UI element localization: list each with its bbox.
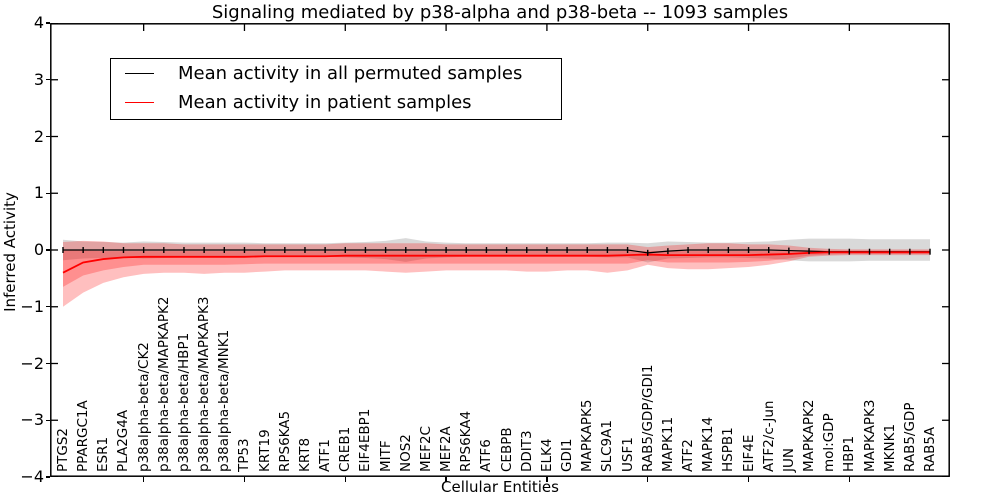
axis-tick bbox=[46, 135, 50, 138]
patient-line-icon bbox=[125, 102, 154, 103]
axis-tick bbox=[46, 362, 50, 365]
x-tick-label: ATF1 bbox=[317, 439, 334, 472]
x-tick-label: CREB1 bbox=[337, 426, 354, 472]
plot-area: Mean activity in all permuted samples Me… bbox=[50, 23, 950, 477]
x-tick-label: p38alpha-beta/CK2 bbox=[135, 342, 152, 472]
legend-label: Mean activity in all permuted samples bbox=[178, 63, 523, 84]
x-tick-label: ATF2/c-Jun bbox=[760, 400, 777, 472]
x-tick-label: MEF2A bbox=[438, 426, 455, 472]
x-tick-label: MEF2C bbox=[417, 426, 434, 472]
x-tick-label: HBP1 bbox=[841, 435, 858, 472]
x-tick-label: MAPKAPK3 bbox=[861, 399, 878, 472]
legend-item: Mean activity in all permuted samples bbox=[111, 59, 561, 88]
x-tick-label: MITF bbox=[377, 440, 394, 472]
x-tick-label: PTGS2 bbox=[55, 427, 71, 472]
x-tick-label: ELK4 bbox=[538, 438, 555, 473]
axis-tick bbox=[46, 419, 50, 421]
legend: Mean activity in all permuted samples Me… bbox=[110, 58, 562, 120]
axis-tick bbox=[445, 477, 447, 482]
x-tick-label: JUN bbox=[780, 448, 797, 472]
axis-tick bbox=[647, 477, 649, 482]
x-tick-label: MAPKAPK2 bbox=[801, 399, 818, 472]
x-tick-label: MAPKAPK5 bbox=[579, 399, 596, 472]
x-tick-label: ESR1 bbox=[95, 436, 112, 472]
y-tick-label: 2 bbox=[33, 126, 44, 146]
band bbox=[63, 240, 931, 307]
axes-frame bbox=[50, 23, 950, 477]
plot-canvas bbox=[50, 23, 950, 477]
legend-label: Mean activity in patient samples bbox=[178, 92, 472, 113]
x-tick-label: mol:GDP bbox=[821, 413, 838, 472]
x-tick-label: KRT19 bbox=[256, 429, 273, 472]
axis-tick bbox=[243, 477, 246, 482]
x-tick-label: p38alpha-beta/MAPKAPK3 bbox=[196, 296, 213, 473]
x-tick-label: p38alpha-beta/HBP1 bbox=[175, 332, 192, 472]
axis-tick bbox=[46, 79, 50, 81]
axis-tick bbox=[46, 306, 50, 308]
x-tick-label: MAPK11 bbox=[659, 416, 676, 472]
chart-title: Signaling mediated by p38-alpha and p38-… bbox=[211, 2, 789, 23]
axis-tick bbox=[46, 249, 50, 251]
axis-tick bbox=[747, 477, 750, 482]
x-tick-label: ATF6 bbox=[478, 439, 495, 472]
x-tick-label: PLA2G4A bbox=[115, 409, 132, 472]
x-tick-label: PPARGC1A bbox=[75, 400, 92, 472]
y-tick-label: 4 bbox=[33, 13, 44, 32]
axis-tick bbox=[546, 477, 548, 482]
x-tick-label: HSPB1 bbox=[720, 427, 737, 472]
x-tick-label: CEBPB bbox=[498, 427, 515, 472]
axis-tick bbox=[46, 22, 50, 24]
x-tick-label: RAB5/GDP/GDI1 bbox=[639, 364, 656, 472]
x-tick-label: TP53 bbox=[236, 438, 253, 472]
x-tick-label: RAB5/GDP bbox=[901, 402, 918, 472]
series-line bbox=[63, 249, 931, 254]
y-tick-label: −2 bbox=[20, 353, 44, 373]
y-tick-label: −4 bbox=[20, 467, 44, 486]
x-tick-label: EIF4EBP1 bbox=[357, 408, 374, 472]
permuted-line-icon bbox=[125, 73, 154, 74]
x-tick-label: RAB5A bbox=[922, 426, 938, 472]
y-tick-label: 1 bbox=[33, 183, 44, 203]
x-tick-label: EIF4E bbox=[740, 434, 757, 472]
axis-tick bbox=[848, 477, 851, 482]
axis-tick bbox=[46, 192, 50, 194]
series-line bbox=[62, 251, 931, 274]
y-tick-label: 0 bbox=[33, 240, 44, 259]
x-tick-label: GDI1 bbox=[559, 438, 576, 472]
x-tick-label: MKNK1 bbox=[881, 423, 898, 472]
y-tick-label: 3 bbox=[33, 69, 44, 89]
band bbox=[63, 250, 931, 287]
x-tick-label: RPS6KA5 bbox=[276, 410, 293, 472]
y-tick-label: −1 bbox=[20, 296, 44, 316]
x-tick-label: KRT8 bbox=[296, 437, 313, 472]
x-axis-title: Cellular Entities bbox=[441, 478, 559, 496]
x-tick-label: NOS2 bbox=[397, 434, 414, 472]
x-tick-label: ATF2 bbox=[680, 439, 697, 472]
axis-tick bbox=[142, 477, 145, 482]
x-tick-label: SLC9A1 bbox=[599, 420, 616, 472]
y-tick-label: −3 bbox=[20, 410, 44, 430]
x-tick-label: p38alpha-beta/MAPKAPK2 bbox=[155, 296, 172, 473]
axis-tick bbox=[344, 477, 346, 482]
x-tick-label: MAPK14 bbox=[700, 416, 717, 472]
x-tick-label: USF1 bbox=[619, 437, 636, 472]
x-tick-label: p38alpha-beta/MNK1 bbox=[216, 329, 233, 472]
legend-item: Mean activity in patient samples bbox=[111, 88, 561, 117]
x-tick-label: DDIT3 bbox=[518, 430, 535, 472]
axis-tick bbox=[46, 476, 50, 478]
x-tick-label: RPS6KA4 bbox=[458, 410, 475, 472]
